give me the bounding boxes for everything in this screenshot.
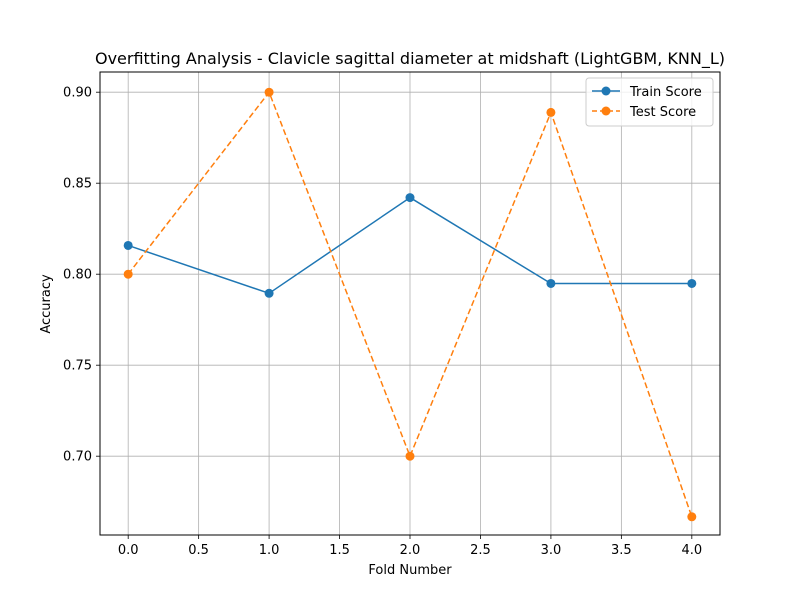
x-tick-label: 3.0 — [541, 543, 562, 558]
x-axis-label: Fold Number — [368, 563, 452, 578]
legend-marker-train — [601, 86, 611, 96]
x-tick-label: 2.0 — [400, 543, 421, 558]
chart-title: Overfitting Analysis - Clavicle sagittal… — [95, 49, 725, 69]
y-axis-label: Accuracy — [39, 274, 54, 334]
test-score-point — [405, 451, 415, 461]
x-axis-ticks: 0.0 0.5 1.0 1.5 2.0 2.5 3.0 3.5 4.0 — [118, 535, 702, 558]
test-score-point — [123, 269, 133, 279]
train-score-point — [687, 278, 697, 288]
train-score-point — [123, 240, 133, 250]
x-tick-label: 3.5 — [611, 543, 632, 558]
y-tick-label: 0.85 — [63, 177, 92, 192]
x-tick-label: 4.0 — [681, 543, 702, 558]
legend-marker-test — [601, 106, 611, 116]
x-tick-label: 0.0 — [118, 543, 139, 558]
series-lines — [123, 87, 697, 522]
train-score-point — [264, 288, 274, 298]
x-tick-label: 0.5 — [188, 543, 209, 558]
legend-label-train: Train Score — [629, 85, 702, 100]
train-score-point — [546, 278, 556, 288]
x-tick-label: 1.0 — [259, 543, 280, 558]
x-tick-label: 2.5 — [470, 543, 491, 558]
test-score-point — [264, 87, 274, 97]
y-axis-ticks: 0.70 0.75 0.80 0.85 0.90 — [63, 86, 100, 465]
train-score-point — [405, 193, 415, 203]
x-tick-label: 1.5 — [329, 543, 350, 558]
y-tick-label: 0.70 — [63, 450, 92, 465]
y-tick-label: 0.80 — [63, 268, 92, 283]
legend-label-test: Test Score — [629, 105, 696, 120]
legend: Train Score Test Score — [585, 77, 714, 127]
test-score-point — [546, 107, 556, 117]
legend-box — [585, 77, 714, 127]
test-score-point — [687, 512, 697, 522]
y-tick-label: 0.75 — [63, 359, 92, 374]
test-score-line — [127, 91, 693, 518]
y-tick-label: 0.90 — [63, 86, 92, 101]
